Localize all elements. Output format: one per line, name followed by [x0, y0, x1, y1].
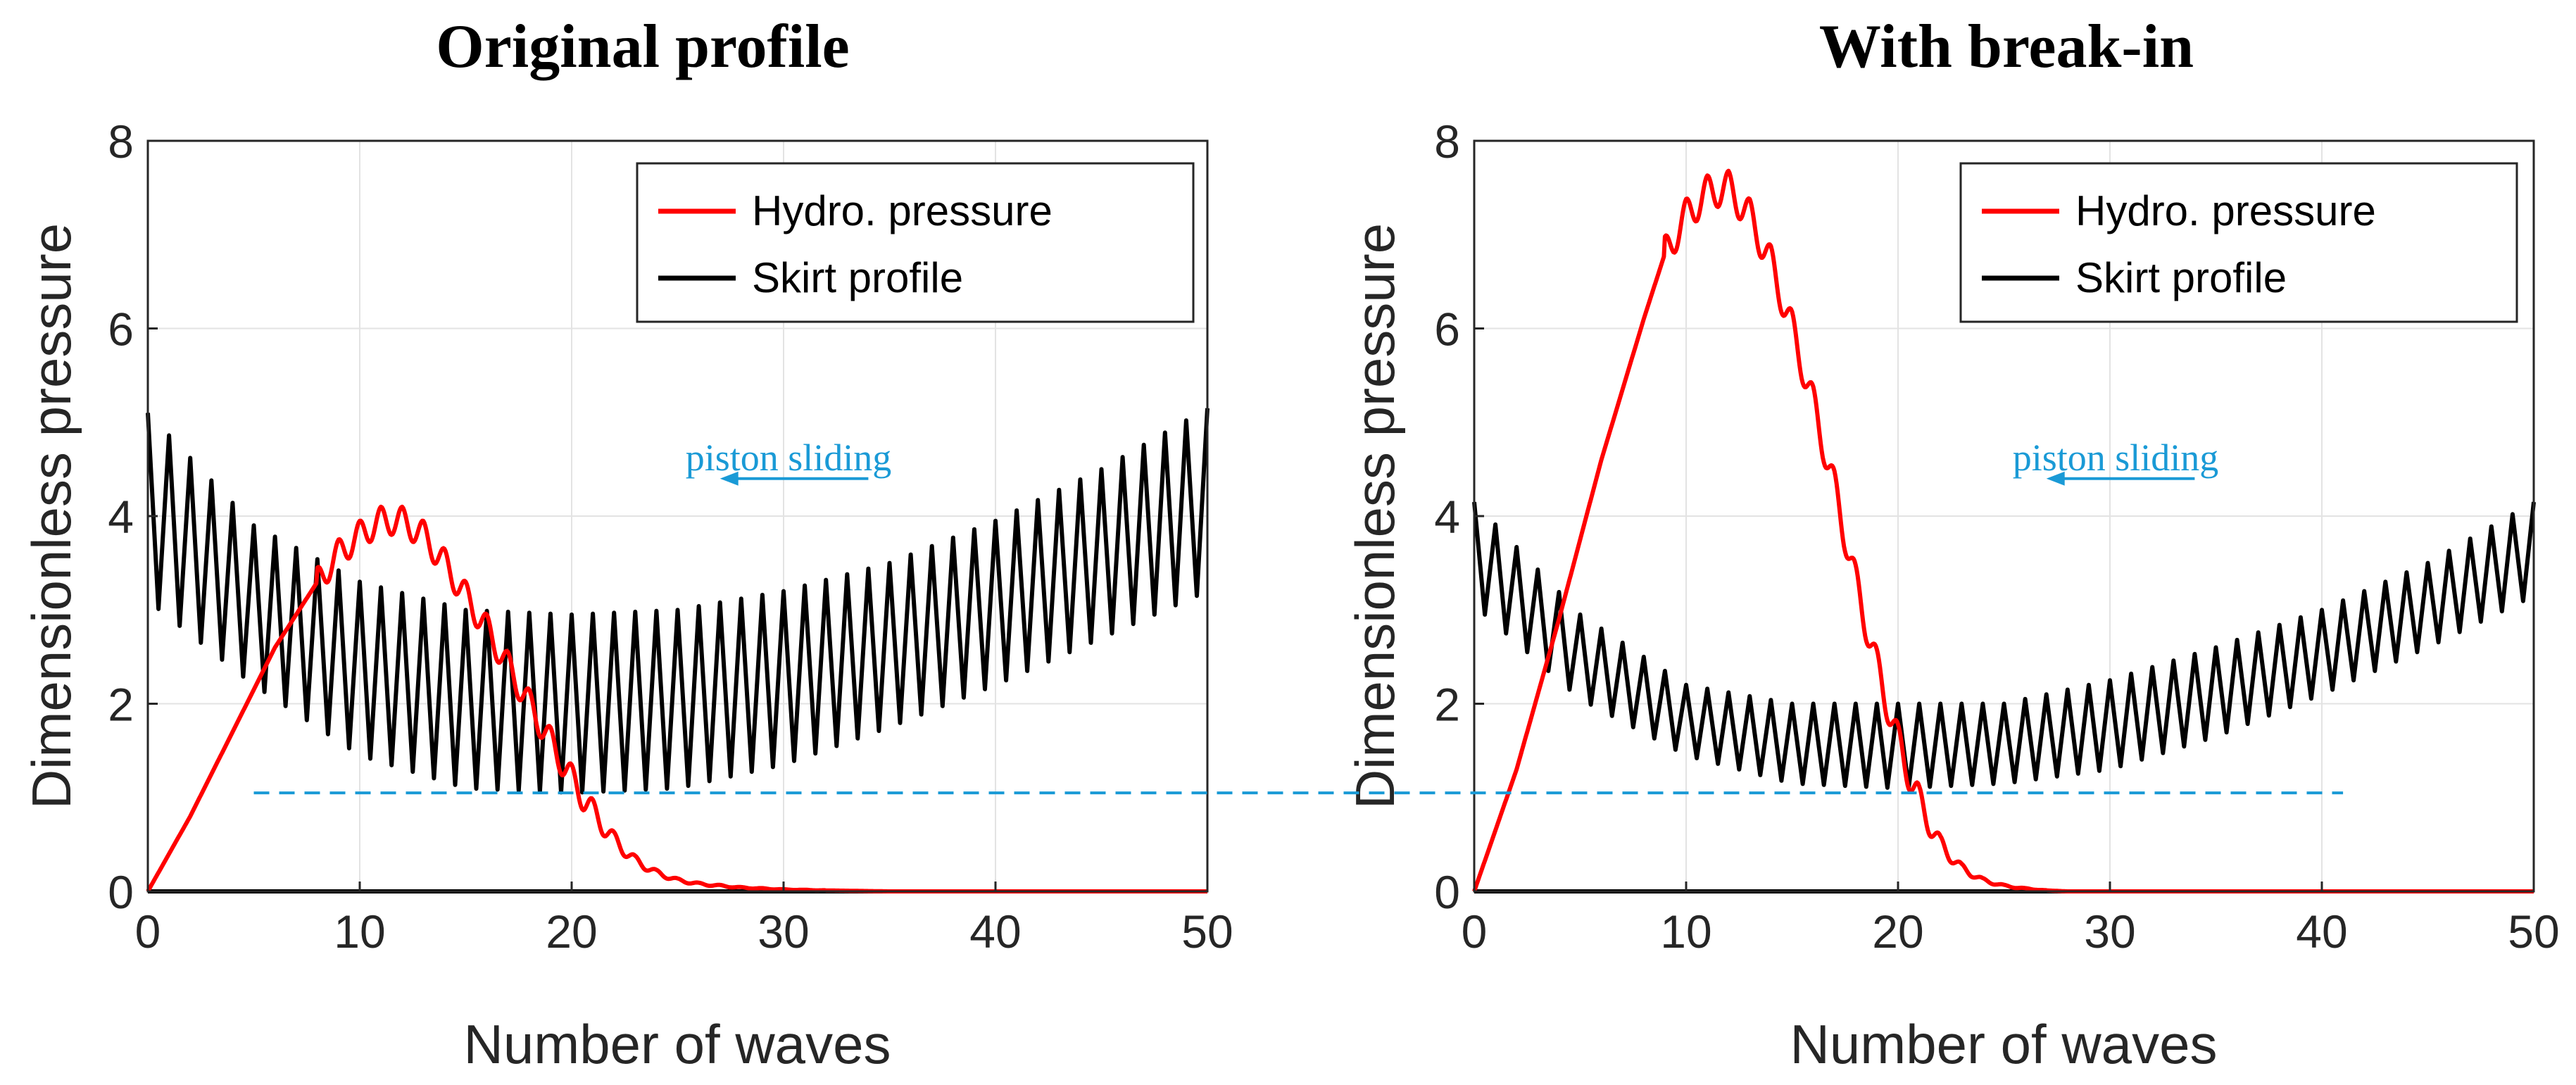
- x-tick-label: 40: [2296, 905, 2347, 958]
- y-tick-label: 4: [1434, 491, 1460, 543]
- legend-label-skirt-profile: Skirt profile: [2075, 254, 2287, 301]
- chart-with-break-in: With break-in 0 10 20 30 40 50 0 2 4 6 8 Number of…: [1344, 13, 2560, 1075]
- x-tick-label: 40: [969, 905, 1021, 958]
- y-tick-label: 2: [1434, 679, 1460, 731]
- x-tick-label: 20: [546, 905, 597, 958]
- y-tick-label: 8: [1434, 115, 1460, 168]
- annotation-arrow-head: [2046, 471, 2065, 486]
- y-tick-label: 0: [108, 866, 134, 918]
- x-tick-label: 50: [2508, 905, 2559, 958]
- annotation-piston-sliding: piston sliding: [2013, 437, 2219, 486]
- chart-title: Original profile: [436, 13, 849, 81]
- x-tick-label: 10: [334, 905, 385, 958]
- y-tick-label: 8: [108, 115, 134, 168]
- legend-box: [1959, 162, 2518, 323]
- x-tick-label: 0: [135, 905, 161, 958]
- chart-title: With break-in: [1819, 13, 2194, 81]
- legend-label-skirt-profile: Skirt profile: [752, 254, 963, 301]
- y-tick-label: 6: [108, 303, 134, 356]
- annotation-arrow-head: [720, 471, 739, 486]
- x-tick-label: 10: [1660, 905, 1711, 958]
- y-tick-label: 0: [1434, 866, 1460, 918]
- x-tick-label: 0: [1462, 905, 1488, 958]
- y-axis-label: Dimensionless pressure: [1344, 223, 1406, 809]
- legend: Hydro. pressure Skirt profile: [636, 162, 1195, 323]
- annotation-text: piston sliding: [2013, 437, 2219, 479]
- y-tick-label: 2: [108, 679, 134, 731]
- y-axis-label: Dimensionless pressure: [20, 223, 82, 809]
- annotation-piston-sliding: piston sliding: [686, 437, 892, 486]
- x-tick-label: 30: [2084, 905, 2135, 958]
- x-tick-label: 50: [1181, 905, 1233, 958]
- series-skirt-profile: [1472, 501, 2536, 790]
- y-tick-label: 6: [1434, 303, 1460, 356]
- series-skirt-profile: [146, 408, 1210, 795]
- x-tick-label: 20: [1872, 905, 1923, 958]
- annotation-text: piston sliding: [686, 437, 892, 479]
- legend-label-hydro-pressure: Hydro. pressure: [752, 187, 1053, 234]
- y-tick-label: 4: [108, 491, 134, 543]
- chart-original-profile: Original profile 0 10 20 30 40 50 0 2 4 6 8 Number…: [20, 13, 1233, 1075]
- legend-label-hydro-pressure: Hydro. pressure: [2075, 187, 2376, 234]
- x-tick-label: 30: [758, 905, 809, 958]
- x-axis-label: Number of waves: [1790, 1013, 2218, 1075]
- legend: Hydro. pressure Skirt profile: [1959, 162, 2518, 323]
- legend-box: [636, 162, 1195, 323]
- x-axis-label: Number of waves: [464, 1013, 891, 1075]
